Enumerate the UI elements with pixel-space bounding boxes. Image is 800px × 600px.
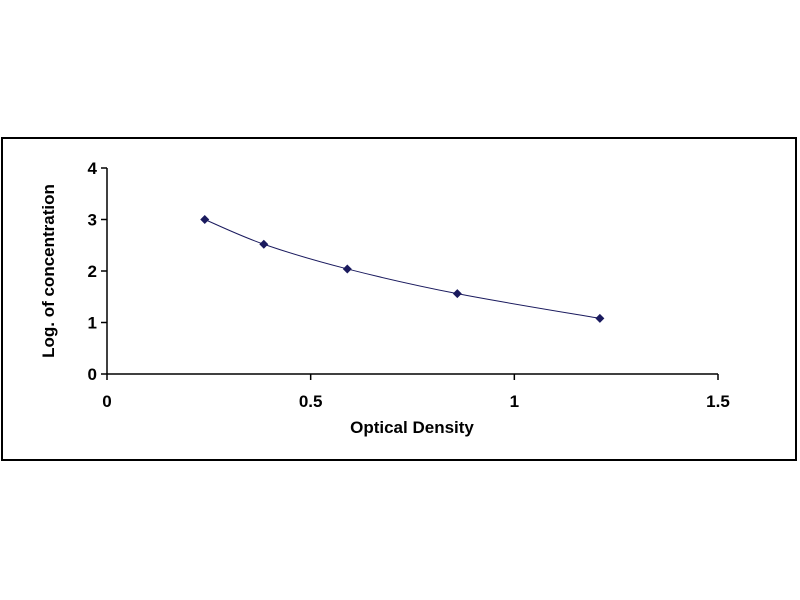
- trend-curve: [204, 219, 600, 319]
- ticks: 0 0.5 1 1.5 0 1 2 3 4: [88, 159, 730, 411]
- data-point: [200, 215, 210, 224]
- x-tick-label: 1.5: [706, 392, 730, 411]
- x-axis-label: Optical Density: [350, 418, 474, 437]
- y-tick-label: 2: [88, 262, 97, 281]
- y-tick-label: 3: [88, 211, 97, 230]
- x-tick-label: 0: [102, 392, 111, 411]
- data-point: [595, 313, 605, 323]
- points-layer: [200, 215, 605, 323]
- y-tick-label: 4: [88, 159, 98, 178]
- chart-frame: [1, 137, 797, 461]
- y-axis-label: Log. of concentration: [39, 184, 58, 358]
- curve-layer: [204, 219, 600, 319]
- y-tick-label: 1: [88, 314, 97, 333]
- axes: [106, 168, 718, 375]
- x-tick-label: 1: [510, 392, 519, 411]
- data-point: [259, 239, 269, 249]
- x-tick-label: 0.5: [299, 392, 323, 411]
- data-point: [452, 289, 462, 299]
- y-tick-label: 0: [88, 365, 97, 384]
- data-point: [342, 264, 352, 274]
